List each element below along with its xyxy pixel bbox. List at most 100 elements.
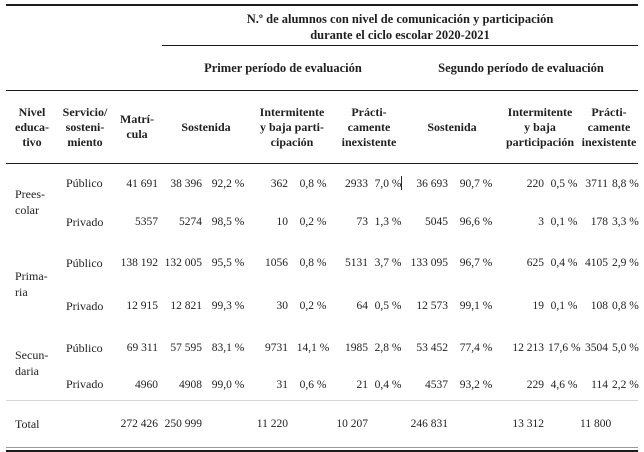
p2-sostenida-pct-cell: 96,6 % xyxy=(459,216,493,228)
p2-sostenida-count-cell: 53 452 xyxy=(416,342,448,354)
total-p2-inexistente-pct-cell xyxy=(612,400,639,447)
table-title-line2: durante el ciclo escolar 2020-2021 xyxy=(310,27,490,42)
level-label: Prees- colar xyxy=(15,187,45,218)
service-cell: Privado xyxy=(66,298,104,313)
bottom-rule-dark xyxy=(6,450,638,452)
p1-inexistente-pct-cell: 0,4 % xyxy=(374,378,402,391)
col-header-p1-sostenida: Sostenida xyxy=(162,90,250,164)
p1-sostenida-count-cell: 132 005 xyxy=(164,257,202,269)
total-label: Total xyxy=(6,400,58,447)
bottom-rule-light xyxy=(6,447,638,448)
service-cell: Público xyxy=(66,340,103,355)
p2-sostenida-count-cell: 133 095 xyxy=(410,257,448,269)
service-cell: Privado xyxy=(66,377,104,392)
p1-sostenida-pct-cell: 95,5 % xyxy=(211,257,245,269)
p1-sostenida-count-cell: 38 396 xyxy=(170,177,202,190)
p2-inexistente-pct-cell: 5,0 % xyxy=(612,342,639,354)
p1-inexistente-pct-cell: 3,7 % xyxy=(374,257,402,269)
p1-sostenida-pct-cell: 99,3 % xyxy=(211,300,245,312)
p2-inexistente-count-cell: 3504 xyxy=(585,342,608,354)
p1-intermitente-pct-cell: 0,2 % xyxy=(299,300,327,312)
p2-intermitente-pct-cell: 17,6 % xyxy=(548,342,581,354)
p1-sostenida-pct-cell: 98,5 % xyxy=(211,216,245,228)
p2-intermitente-count-cell: 12 213 xyxy=(512,342,544,354)
p1-intermitente-count-cell: 30 xyxy=(276,300,289,312)
total-p1-inexistente-pct-cell xyxy=(372,400,404,447)
p1-intermitente-count-cell: 1056 xyxy=(265,257,288,269)
col-header-matricula: Matrí- cula xyxy=(112,90,162,164)
p2-intermitente-count-cell: 220 xyxy=(526,177,544,190)
p1-inexistente-count-cell: 64 xyxy=(356,300,369,312)
p1-sostenida-pct-cell: 92,2 % xyxy=(211,177,245,190)
p1-sostenida-count-cell: 12 821 xyxy=(170,300,202,312)
table-row: Privado 12 915 12 821 99,3 % 30 0,2 % 64 0,5 % 1… xyxy=(6,286,639,327)
p1-inexistente-count-cell: 2933 xyxy=(345,177,368,190)
col-header-servicio: Servicio/ sosteni- miento xyxy=(58,90,112,164)
p1-intermitente-pct-cell: 0,2 % xyxy=(299,216,327,228)
p1-inexistente-count-cell: 5131 xyxy=(345,257,368,269)
p2-intermitente-pct-cell: 0,5 % xyxy=(550,177,578,190)
col-header-p1-inexistente: Prácti- camente inexistente xyxy=(334,90,404,164)
p2-inexistente-count-cell: 3711 xyxy=(585,177,608,190)
p1-intermitente-count-cell: 362 xyxy=(270,177,288,190)
total-p2-sostenida-pct-cell xyxy=(452,400,500,447)
p2-inexistente-count-cell: 4105 xyxy=(585,257,608,269)
p2-sostenida-pct-cell: 77,4 % xyxy=(459,342,493,354)
total-p1-sostenida-count-cell: 250 999 xyxy=(162,400,206,447)
p1-intermitente-pct-cell: 0,8 % xyxy=(299,257,327,269)
p2-inexistente-count-cell: 178 xyxy=(590,216,608,228)
service-cell: Público xyxy=(66,176,103,191)
table-row: Privado 4960 4908 99,0 % 31 0,6 % 21 0,4 % 4537 9… xyxy=(6,370,639,401)
p2-inexistente-pct-cell: 3,3 % xyxy=(612,216,639,228)
total-matricula-cell: 272 426 xyxy=(112,400,162,447)
col-header-p2-sostenida: Sostenida xyxy=(404,90,500,164)
p1-sostenida-count-cell: 5274 xyxy=(179,216,202,228)
p1-intermitente-count-cell: 10 xyxy=(276,216,289,228)
period-row: Primer período de evaluación Segundo per… xyxy=(6,45,639,91)
col-header-p1-intermitente: Intermitente y baja parti- cipación xyxy=(250,90,334,164)
p2-intermitente-pct-cell: 0,1 % xyxy=(550,216,578,228)
total-p1-inexistente-count-cell: 10 207 xyxy=(334,400,372,447)
matricula-cell: 69 311 xyxy=(126,342,158,354)
p2-intermitente-count-cell: 19 xyxy=(532,300,545,312)
total-p2-intermitente-count-cell: 13 312 xyxy=(500,400,548,447)
p1-intermitente-pct-cell: 14,1 % xyxy=(296,342,330,354)
p2-inexistente-pct-cell: 2,2 % xyxy=(612,378,639,391)
p2-inexistente-pct-cell: 0,8 % xyxy=(612,300,639,312)
p1-sostenida-count-cell: 57 595 xyxy=(170,342,202,354)
p2-sostenida-count-cell: 12 573 xyxy=(416,300,448,312)
p1-sostenida-count-cell: 4908 xyxy=(179,378,202,391)
matricula-cell: 5357 xyxy=(135,216,158,228)
total-row: Total 272 426 250 999 11 220 10 207 246 831 13… xyxy=(6,400,639,447)
matricula-cell: 138 192 xyxy=(120,257,158,269)
period1-header: Primer período de evaluación xyxy=(162,45,404,91)
p1-inexistente-count-cell: 21 xyxy=(356,378,369,391)
p2-inexistente-pct-cell: 8,8 % xyxy=(612,177,639,190)
p1-sostenida-pct-cell: 99,0 % xyxy=(211,378,245,391)
p2-intermitente-count-cell: 229 xyxy=(526,378,544,391)
title-row: N.º de alumnos con nivel de comunicación… xyxy=(6,5,639,91)
table-row: Privado 5357 5274 98,5 % 10 0,2 % 73 1,3 % 5045 9… xyxy=(6,204,639,241)
p1-inexistente-count-cell: 73 xyxy=(356,216,369,228)
table-title: N.º de alumnos con nivel de comunicación… xyxy=(162,5,639,46)
col-header-nivel: Nivel educa- tivo xyxy=(6,90,58,164)
p1-intermitente-count-cell: 31 xyxy=(276,378,289,391)
service-cell: Público xyxy=(66,255,103,270)
total-p2-intermitente-pct-cell xyxy=(548,400,580,447)
p2-sostenida-pct-cell: 93,2 % xyxy=(459,378,493,391)
table-row: Prima- ria Público 138 192 132 005 95,5 % 105… xyxy=(6,241,639,299)
p2-intermitente-pct-cell: 4,6 % xyxy=(550,378,578,391)
p1-sostenida-pct-cell: 83,1 % xyxy=(211,342,245,354)
alumnos-table: N.º de alumnos con nivel de comunicación… xyxy=(6,4,639,447)
table-body: Prees- colar Público 41 691 38 396 92,2 % 362… xyxy=(6,164,639,447)
service-cell: Privado xyxy=(66,214,104,229)
p2-sostenida-pct-cell: 99,1 % xyxy=(459,300,493,312)
p2-intermitente-pct-cell: 0,4 % xyxy=(550,257,578,269)
p2-sostenida-count-cell: 5045 xyxy=(425,216,448,228)
p2-sostenida-pct-cell: 96,7 % xyxy=(459,257,493,269)
p1-inexistente-pct-cell: 7,0 % xyxy=(374,177,402,190)
level-label: Prima- ria xyxy=(15,268,48,299)
total-p2-inexistente-count-cell: 11 800 xyxy=(580,400,612,447)
col-header-p2-intermitente: Intermitente y baja participación xyxy=(500,90,580,164)
p2-intermitente-count-cell: 625 xyxy=(526,257,544,269)
